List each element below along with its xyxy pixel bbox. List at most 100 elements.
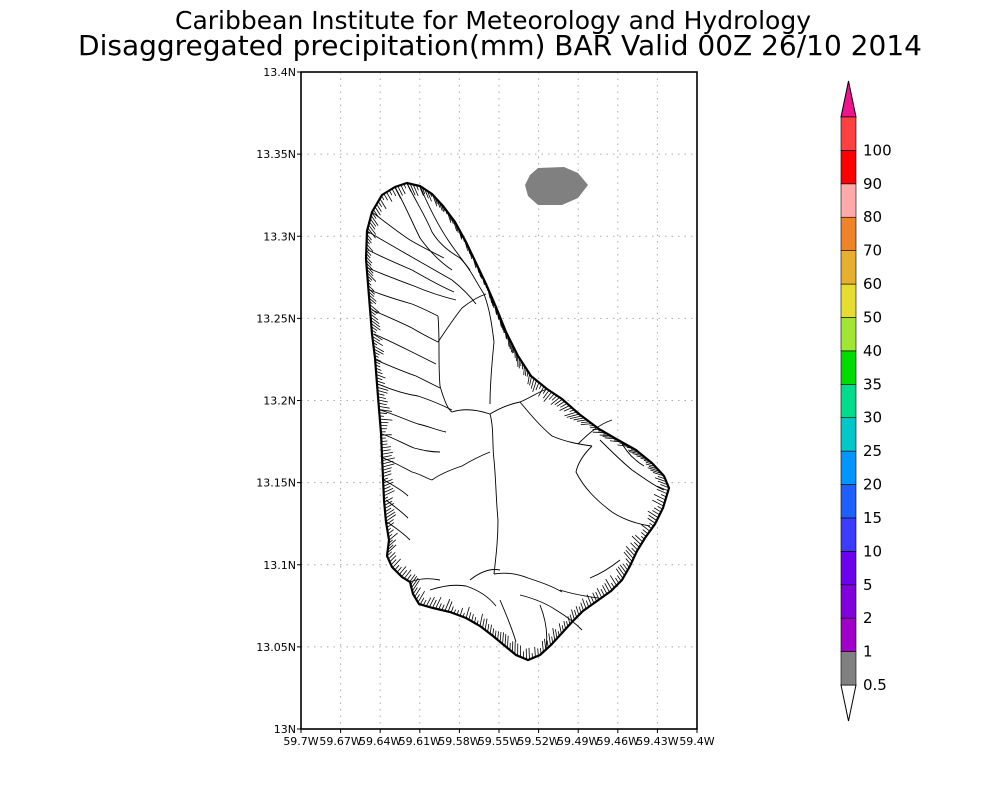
coastal-stream xyxy=(432,194,438,207)
coastal-stream xyxy=(551,636,554,644)
colorbar-label: 25 xyxy=(863,442,882,460)
coastal-stream xyxy=(367,284,375,292)
coastal-stream xyxy=(532,380,537,393)
coastal-stream xyxy=(374,358,382,363)
coastal-stream xyxy=(523,365,525,376)
coastal-stream xyxy=(366,230,370,235)
coastal-stream xyxy=(485,284,489,291)
coastal-stream xyxy=(452,219,458,232)
coastal-stream xyxy=(626,446,634,449)
coastal-stream xyxy=(369,300,373,305)
coastal-stream xyxy=(585,600,590,608)
coastal-stream xyxy=(541,640,544,652)
colorbar-swatch xyxy=(840,250,857,285)
coastal-stream xyxy=(469,250,472,256)
colorbar-label: 15 xyxy=(863,509,882,527)
coastal-stream xyxy=(387,529,394,535)
coastal-stream xyxy=(631,547,637,554)
coastal-stream xyxy=(429,596,435,608)
coastal-stream xyxy=(400,184,406,195)
coastal-stream xyxy=(504,329,507,339)
lon-tick-label: 59.67W xyxy=(319,735,361,748)
coastal-stream xyxy=(539,384,542,390)
coastal-stream xyxy=(580,602,584,611)
coastal-stream xyxy=(371,212,377,219)
coastal-stream xyxy=(375,361,381,365)
coastal-stream xyxy=(388,532,398,541)
coastal-stream xyxy=(548,393,555,400)
coastal-stream xyxy=(625,549,634,559)
coastal-stream xyxy=(386,551,392,557)
coastal-stream xyxy=(366,265,374,274)
coastal-stream xyxy=(494,630,497,638)
colorbar-label: 90 xyxy=(863,175,882,193)
colorbar-label: 20 xyxy=(863,476,882,494)
coastal-stream xyxy=(381,446,392,449)
lat-tick-label: 13.2N xyxy=(263,395,296,408)
coastal-stream xyxy=(564,411,577,417)
coastal-stream xyxy=(450,606,454,613)
colorbar-label: 10 xyxy=(863,542,882,560)
coastal-stream xyxy=(392,558,401,568)
coastal-stream xyxy=(366,243,374,252)
coastal-stream xyxy=(375,364,381,368)
coastal-stream xyxy=(365,256,373,264)
coastal-stream xyxy=(376,377,383,381)
coastal-stream xyxy=(378,402,387,406)
coastal-stream xyxy=(372,335,381,342)
coastal-stream xyxy=(459,607,464,616)
coastal-stream xyxy=(609,575,617,586)
coastal-stream xyxy=(559,405,570,411)
coastal-stream xyxy=(436,199,441,208)
coastal-stream xyxy=(381,443,388,446)
colorbar-label: 70 xyxy=(863,242,882,260)
coastal-stream xyxy=(574,609,578,618)
coastal-stream xyxy=(615,568,624,579)
coastal-stream xyxy=(370,316,380,324)
coastal-stream xyxy=(367,275,373,281)
coastal-stream xyxy=(466,244,471,255)
coastal-stream xyxy=(399,566,407,575)
coastal-stream xyxy=(552,627,556,641)
colorbar-swatch xyxy=(840,551,857,586)
coastal-stream xyxy=(465,606,470,619)
coastal-stream xyxy=(505,332,508,340)
coastal-stream xyxy=(654,477,667,483)
latitude-axis: 13.4N 13.35N 13.3N 13.25N 13.2N 13.15N 13.1N 13… xyxy=(256,66,301,736)
coastal-stream xyxy=(409,574,416,583)
coastal-stream xyxy=(627,449,639,453)
coastal-stream xyxy=(434,196,438,205)
lat-tick-label: 13.25N xyxy=(256,312,296,325)
coastal-stream xyxy=(660,483,670,489)
coastal-stream xyxy=(457,227,463,240)
coastal-stream xyxy=(499,631,502,642)
coastal-stream xyxy=(580,423,592,426)
lon-tick-label: 59.52W xyxy=(517,735,559,748)
coastal-stream xyxy=(479,613,483,627)
coastal-stream xyxy=(370,323,381,331)
coastal-stream xyxy=(491,296,495,309)
coastal-stream xyxy=(379,418,393,421)
coastal-stream xyxy=(417,590,425,603)
coastal-stream xyxy=(383,486,391,490)
coastal-stream xyxy=(625,546,636,557)
coastal-stream xyxy=(566,413,580,418)
coastal-stream xyxy=(386,191,393,202)
coastal-stream xyxy=(507,334,510,347)
coastal-stream xyxy=(366,262,374,271)
coastal-stream xyxy=(427,190,432,202)
coastal-stream xyxy=(397,185,403,196)
coastal-stream xyxy=(544,638,547,650)
coastal-stream xyxy=(447,601,453,612)
coastal-stream xyxy=(382,457,395,462)
coastal-stream xyxy=(371,329,377,334)
coastal-stream xyxy=(394,186,401,199)
coastal-stream xyxy=(371,332,383,341)
coastal-stream xyxy=(476,620,479,625)
coastal-stream xyxy=(375,367,382,371)
coastal-stream xyxy=(623,551,633,562)
colorbar-swatch xyxy=(840,417,857,452)
coastal-stream xyxy=(592,592,597,602)
lat-tick-label: 13.4N xyxy=(263,66,296,79)
coastal-stream xyxy=(374,206,381,216)
